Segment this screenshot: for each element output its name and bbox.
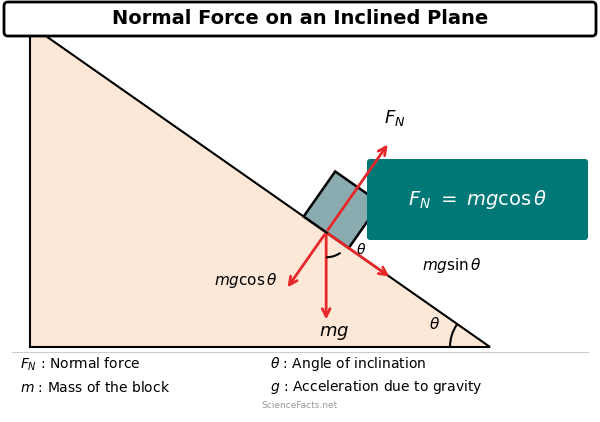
Text: $mg$: $mg$ <box>319 324 349 342</box>
Text: $F_N\ =\ mg\cos\theta$: $F_N\ =\ mg\cos\theta$ <box>408 188 547 211</box>
Text: $\theta$ : Angle of inclination: $\theta$ : Angle of inclination <box>270 355 427 373</box>
Polygon shape <box>304 171 380 248</box>
Text: $g$ : Acceleration due to gravity: $g$ : Acceleration due to gravity <box>270 378 482 396</box>
Text: $\theta$: $\theta$ <box>430 316 440 332</box>
Text: $mg\cos\theta$: $mg\cos\theta$ <box>214 271 278 289</box>
FancyBboxPatch shape <box>367 159 588 240</box>
Text: $m$ : Mass of the block: $m$ : Mass of the block <box>20 379 170 395</box>
Text: $mg\sin\theta$: $mg\sin\theta$ <box>422 256 482 275</box>
Text: $F_N$ : Normal force: $F_N$ : Normal force <box>20 355 140 373</box>
FancyBboxPatch shape <box>4 2 596 36</box>
Text: ScienceFacts.net: ScienceFacts.net <box>262 401 338 410</box>
Text: Normal Force on an Inclined Plane: Normal Force on an Inclined Plane <box>112 10 488 29</box>
Text: $F_N$: $F_N$ <box>383 108 405 128</box>
Text: $\theta$: $\theta$ <box>356 242 367 257</box>
Polygon shape <box>30 25 490 347</box>
